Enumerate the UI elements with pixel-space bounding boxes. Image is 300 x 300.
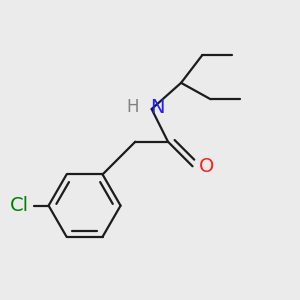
Text: H: H: [126, 98, 139, 116]
Text: O: O: [198, 157, 214, 176]
Text: Cl: Cl: [10, 196, 29, 215]
Text: N: N: [150, 98, 164, 117]
